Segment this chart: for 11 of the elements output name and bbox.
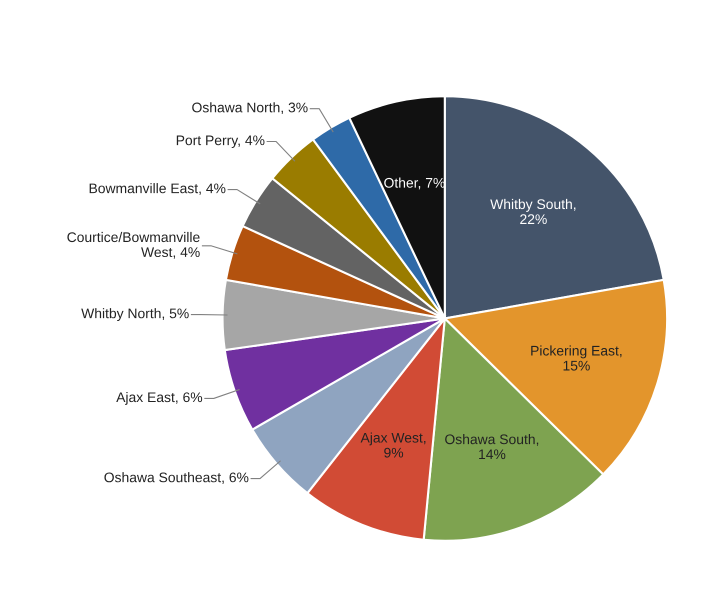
slice-label: Port Perry, 4% — [176, 135, 264, 148]
slice-label: Ajax East, 6% — [116, 392, 202, 405]
slice-label: Whitby South, 22% — [490, 198, 576, 224]
slice-label: Whitby North, 5% — [81, 308, 189, 322]
slice-label: Oshawa North, 3% — [192, 102, 308, 114]
slice-label: Courtice/Bowmanville West, 4% — [67, 232, 200, 259]
slice-label: Oshawa South, 14% — [445, 434, 538, 460]
slice-label: Pickering East, 15% — [531, 345, 622, 371]
slice-label: Bowmanville East, 4% — [90, 183, 226, 195]
slice-label: Ajax West, 9% — [360, 432, 426, 458]
slice-label: Oshawa Southeast, 6% — [104, 472, 248, 484]
